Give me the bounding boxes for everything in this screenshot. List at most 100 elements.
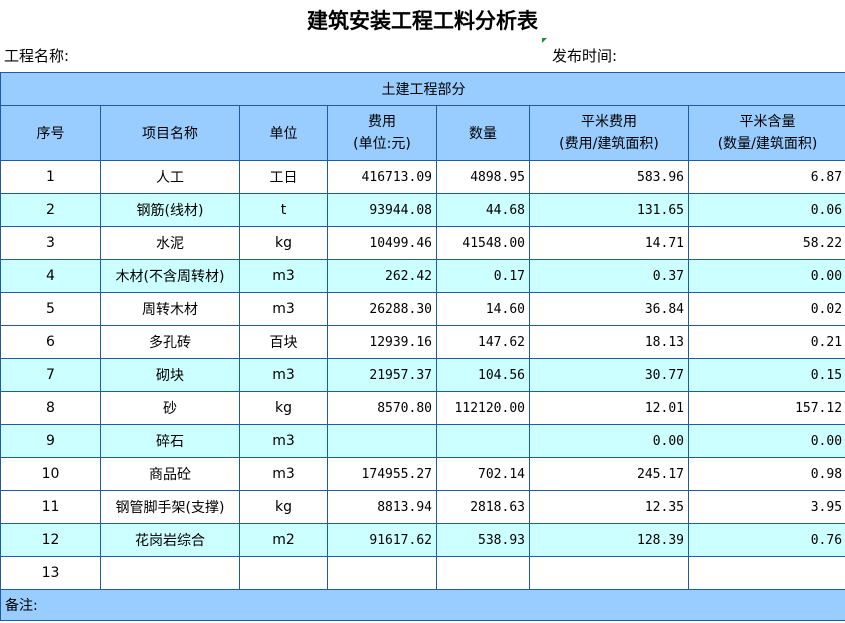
header-unit[interactable]: 单位 <box>239 105 328 161</box>
cell-qty[interactable]: 0.17 <box>436 259 530 293</box>
cell-sqm-cost[interactable]: 36.84 <box>529 292 689 326</box>
header-no[interactable]: 序号 <box>0 105 101 161</box>
cell-no[interactable]: 8 <box>0 391 101 425</box>
cell-qty[interactable]: 2818.63 <box>436 490 530 524</box>
cell-sqm-qty[interactable]: 0.02 <box>687 292 845 326</box>
cell-sqm-qty[interactable] <box>687 556 845 590</box>
cell-sqm-qty[interactable]: 0.15 <box>687 358 845 392</box>
cell-sqm-cost[interactable]: 0.00 <box>529 424 689 458</box>
cell-cost[interactable]: 174955.27 <box>327 457 437 491</box>
cell-qty[interactable]: 4898.95 <box>436 160 530 194</box>
remark-cell[interactable]: 备注: <box>0 589 845 621</box>
cell-unit[interactable] <box>239 556 328 590</box>
cell-sqm-cost[interactable]: 18.13 <box>529 325 689 359</box>
cell-no[interactable]: 13 <box>0 556 101 590</box>
cell-name[interactable]: 多孔砖 <box>100 325 240 359</box>
cell-cost[interactable]: 8570.80 <box>327 391 437 425</box>
cell-sqm-cost[interactable]: 0.37 <box>529 259 689 293</box>
cell-sqm-qty[interactable]: 6.87 <box>687 160 845 194</box>
cell-qty[interactable] <box>436 424 530 458</box>
cell-sqm-cost[interactable]: 12.01 <box>529 391 689 425</box>
cell-name[interactable]: 钢筋(线材) <box>100 193 240 227</box>
cell-no[interactable]: 12 <box>0 523 101 557</box>
cell-no[interactable]: 11 <box>0 490 101 524</box>
cell-unit[interactable]: m3 <box>239 457 328 491</box>
cell-name[interactable]: 砌块 <box>100 358 240 392</box>
cell-name[interactable]: 商品砼 <box>100 457 240 491</box>
cell-qty[interactable]: 104.56 <box>436 358 530 392</box>
cell-sqm-cost[interactable]: 30.77 <box>529 358 689 392</box>
cell-no[interactable]: 5 <box>0 292 101 326</box>
cell-qty[interactable]: 112120.00 <box>436 391 530 425</box>
cell-unit[interactable]: 工日 <box>239 160 328 194</box>
section-title-cell[interactable]: 土建工程部分 <box>0 72 845 106</box>
cell-sqm-qty[interactable]: 0.06 <box>687 193 845 227</box>
cell-name[interactable]: 碎石 <box>100 424 240 458</box>
cell-unit[interactable]: m3 <box>239 424 328 458</box>
cell-unit[interactable]: m3 <box>239 259 328 293</box>
cell-no[interactable]: 1 <box>0 160 101 194</box>
cell-no[interactable]: 6 <box>0 325 101 359</box>
cell-unit[interactable]: kg <box>239 226 328 260</box>
cell-qty[interactable]: 41548.00 <box>436 226 530 260</box>
cell-no[interactable]: 3 <box>0 226 101 260</box>
cell-sqm-qty[interactable]: 58.22 <box>687 226 845 260</box>
cell-no[interactable]: 4 <box>0 259 101 293</box>
cell-qty[interactable]: 44.68 <box>436 193 530 227</box>
cell-cost[interactable]: 21957.37 <box>327 358 437 392</box>
cell-cost[interactable] <box>327 424 437 458</box>
cell-sqm-cost[interactable]: 14.71 <box>529 226 689 260</box>
cell-cost[interactable]: 93944.08 <box>327 193 437 227</box>
cell-sqm-qty[interactable]: 0.00 <box>687 424 845 458</box>
cell-qty[interactable]: 538.93 <box>436 523 530 557</box>
cell-no[interactable]: 2 <box>0 193 101 227</box>
cell-sqm-qty[interactable]: 157.12 <box>687 391 845 425</box>
header-cost[interactable]: 费用 (单位:元) <box>327 105 437 161</box>
cell-cost[interactable]: 91617.62 <box>327 523 437 557</box>
cell-cost[interactable]: 262.42 <box>327 259 437 293</box>
header-qty[interactable]: 数量 <box>436 105 530 161</box>
cell-qty[interactable]: 702.14 <box>436 457 530 491</box>
cell-name[interactable] <box>100 556 240 590</box>
cell-unit[interactable]: t <box>239 193 328 227</box>
cell-sqm-cost[interactable]: 12.35 <box>529 490 689 524</box>
cell-name[interactable]: 水泥 <box>100 226 240 260</box>
cell-unit[interactable]: kg <box>239 391 328 425</box>
cell-sqm-cost[interactable]: 583.96 <box>529 160 689 194</box>
cell-name[interactable]: 花岗岩综合 <box>100 523 240 557</box>
cell-sqm-qty[interactable]: 0.76 <box>687 523 845 557</box>
cell-no[interactable]: 10 <box>0 457 101 491</box>
cell-name[interactable]: 人工 <box>100 160 240 194</box>
cell-sqm-qty[interactable]: 3.95 <box>687 490 845 524</box>
cell-sqm-cost[interactable]: 245.17 <box>529 457 689 491</box>
cell-unit[interactable]: m2 <box>239 523 328 557</box>
cell-sqm-cost[interactable] <box>529 556 689 590</box>
cell-sqm-cost[interactable]: 131.65 <box>529 193 689 227</box>
cell-qty[interactable]: 147.62 <box>436 325 530 359</box>
cell-unit[interactable]: 百块 <box>239 325 328 359</box>
cell-unit[interactable]: kg <box>239 490 328 524</box>
cell-sqm-qty[interactable]: 0.21 <box>687 325 845 359</box>
cell-qty[interactable]: 14.60 <box>436 292 530 326</box>
cell-cost[interactable]: 26288.30 <box>327 292 437 326</box>
header-sqm-qty[interactable]: 平米含量 (数量/建筑面积) <box>687 105 845 161</box>
cell-cost[interactable]: 10499.46 <box>327 226 437 260</box>
cell-name[interactable]: 钢管脚手架(支撑) <box>100 490 240 524</box>
cell-cost[interactable]: 8813.94 <box>327 490 437 524</box>
cell-unit[interactable]: m3 <box>239 358 328 392</box>
cell-no[interactable]: 7 <box>0 358 101 392</box>
header-name[interactable]: 项目名称 <box>100 105 240 161</box>
cell-sqm-cost[interactable]: 128.39 <box>529 523 689 557</box>
cell-cost[interactable]: 12939.16 <box>327 325 437 359</box>
cell-sqm-qty[interactable]: 0.00 <box>687 259 845 293</box>
cell-cost[interactable]: 416713.09 <box>327 160 437 194</box>
cell-qty[interactable] <box>436 556 530 590</box>
header-sqm-cost[interactable]: 平米费用 (费用/建筑面积) <box>529 105 689 161</box>
cell-unit[interactable]: m3 <box>239 292 328 326</box>
cell-name[interactable]: 周转木材 <box>100 292 240 326</box>
cell-name[interactable]: 砂 <box>100 391 240 425</box>
cell-name[interactable]: 木材(不含周转材) <box>100 259 240 293</box>
cell-sqm-qty[interactable]: 0.98 <box>687 457 845 491</box>
cell-cost[interactable] <box>327 556 437 590</box>
cell-no[interactable]: 9 <box>0 424 101 458</box>
